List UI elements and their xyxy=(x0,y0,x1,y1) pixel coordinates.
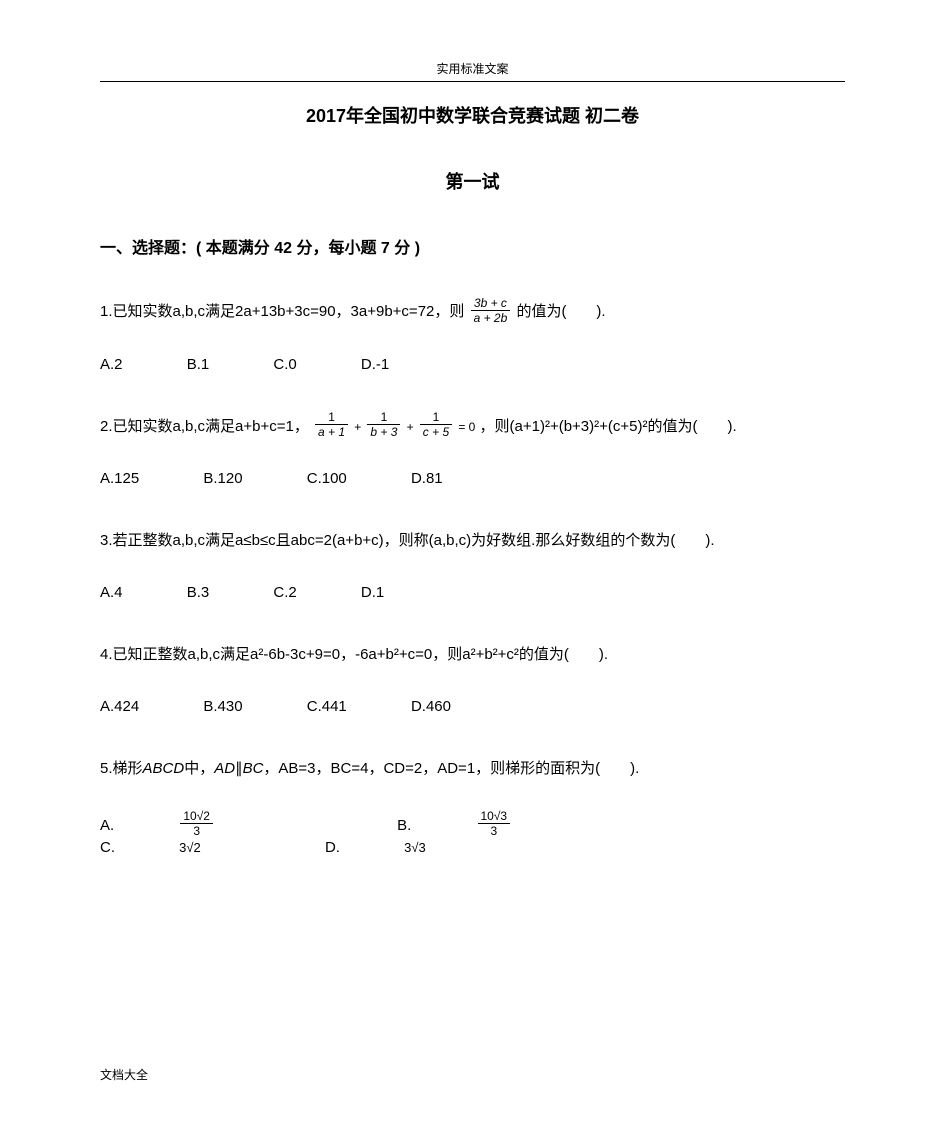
q5-abcd: ABCD xyxy=(143,760,185,777)
question-3: 3.若正整数a,b,c满足a≤b≤c且abc=2(a+b+c)，则称(a,b,c… xyxy=(100,527,845,554)
q5-optA-pre: A. xyxy=(100,817,114,834)
q1-options: A.2 B.1 C.0 D.-1 xyxy=(100,356,845,373)
q2-f3-num: 1 xyxy=(420,411,452,425)
q2-f1-num: 1 xyxy=(315,411,348,425)
q5-optA-frac: 10√2 3 xyxy=(180,810,273,837)
q2-option-b: B.120 xyxy=(203,470,242,487)
q3-option-d: D.1 xyxy=(361,584,384,601)
q2-options: A.125 B.120 C.100 D.81 xyxy=(100,470,845,487)
q1-fraction: 3b + c a + 2b xyxy=(471,297,511,324)
q2-option-a: A.125 xyxy=(100,470,139,487)
q2-eq0: = 0 xyxy=(458,420,475,434)
q4-options: A.424 B.430 C.441 D.460 xyxy=(100,698,845,715)
q2-plus1: + xyxy=(354,420,361,434)
q2-text-after: ，则(a+1)²+(b+3)²+(c+5)²的值为( ). xyxy=(480,418,737,435)
q2-f2-num: 1 xyxy=(367,411,400,425)
q1-text-after: 的值为( ). xyxy=(516,303,605,320)
q4-option-b: B.430 xyxy=(203,698,242,715)
q5-option-c: C. 3√2 xyxy=(100,839,261,856)
question-1: 1.已知实数a,b,c满足2a+13b+3c=90，3a+9b+c=72，则 3… xyxy=(100,298,845,326)
q5-optD-pre: D. xyxy=(325,839,340,856)
question-2: 2.已知实数a,b,c满足a+b+c=1， 1 a + 1 + 1 b + 3 … xyxy=(100,413,845,441)
q2-frac1: 1 a + 1 xyxy=(315,411,348,438)
page-title: 2017年全国初中数学联合竞赛试题 初二卷 xyxy=(100,102,845,128)
q5-mid1: 中， xyxy=(184,760,214,777)
header-rule xyxy=(100,81,845,82)
q5-optB-num: 10√3 xyxy=(478,810,511,824)
q5-optC-pre: C. xyxy=(100,839,115,856)
q5-pre: 5.梯形 xyxy=(100,760,143,777)
q4-option-a: A.424 xyxy=(100,698,139,715)
q3-option-a: A.4 xyxy=(100,584,123,601)
q5-optB-den: 3 xyxy=(478,824,511,837)
question-4: 4.已知正整数a,b,c满足a²-6b-3c+9=0，-6a+b²+c=0，则a… xyxy=(100,641,845,668)
q2-f3-den: c + 5 xyxy=(420,425,452,438)
q2-text-before: 2.已知实数a,b,c满足a+b+c=1， xyxy=(100,418,309,435)
q3-option-c: C.2 xyxy=(273,584,296,601)
q4-option-c: C.441 xyxy=(307,698,347,715)
q2-option-d: D.81 xyxy=(411,470,443,487)
q5-bc: BC xyxy=(243,760,264,777)
q2-plus2: + xyxy=(407,420,414,434)
q1-option-c: C.0 xyxy=(273,356,296,373)
q5-mid2: ，AB=3，BC=4，CD=2，AD=1，则梯形的面积为( ). xyxy=(263,760,639,777)
q2-option-c: C.100 xyxy=(307,470,347,487)
q5-option-a: A. 10√2 3 xyxy=(100,812,333,839)
q5-option-b: B. 10√3 3 xyxy=(397,812,630,839)
q5-optC-val: 3√2 xyxy=(179,840,201,855)
q1-frac-num: 3b + c xyxy=(471,297,511,311)
footer-label: 文档大全 xyxy=(100,1066,148,1083)
q5-optA-den: 3 xyxy=(180,824,213,837)
q5-ad: AD xyxy=(214,760,235,777)
q5-option-d: D. 3√3 xyxy=(325,839,486,856)
q1-option-a: A.2 xyxy=(100,356,123,373)
q2-f2-den: b + 3 xyxy=(367,425,400,438)
q1-text-before: 1.已知实数a,b,c满足2a+13b+3c=90，3a+9b+c=72，则 xyxy=(100,303,464,320)
q1-option-b: B.1 xyxy=(187,356,210,373)
q2-frac2: 1 b + 3 xyxy=(367,411,400,438)
q5-optD-val: 3√3 xyxy=(404,840,426,855)
q5-optB-frac: 10√3 3 xyxy=(478,810,571,837)
q4-option-d: D.460 xyxy=(411,698,451,715)
q1-option-d: D.-1 xyxy=(361,356,389,373)
q5-options: A. 10√2 3 B. 10√3 3 C. 3√2 D. 3√3 xyxy=(100,812,845,856)
page-subtitle: 第一试 xyxy=(100,168,845,194)
q3-options: A.4 B.3 C.2 D.1 xyxy=(100,584,845,601)
q5-optA-num: 10√2 xyxy=(180,810,213,824)
q1-frac-den: a + 2b xyxy=(471,311,511,324)
section-title: 一、选择题：( 本题满分 42 分，每小题 7 分 ) xyxy=(100,234,845,258)
header-label: 实用标准文案 xyxy=(100,60,845,77)
q3-option-b: B.3 xyxy=(187,584,210,601)
q5-parallel: ∥ xyxy=(235,760,243,777)
q2-frac3: 1 c + 5 xyxy=(420,411,452,438)
question-5: 5.梯形ABCD中，AD∥BC，AB=3，BC=4，CD=2，AD=1，则梯形的… xyxy=(100,755,845,782)
q2-f1-den: a + 1 xyxy=(315,425,348,438)
q5-optB-pre: B. xyxy=(397,817,411,834)
